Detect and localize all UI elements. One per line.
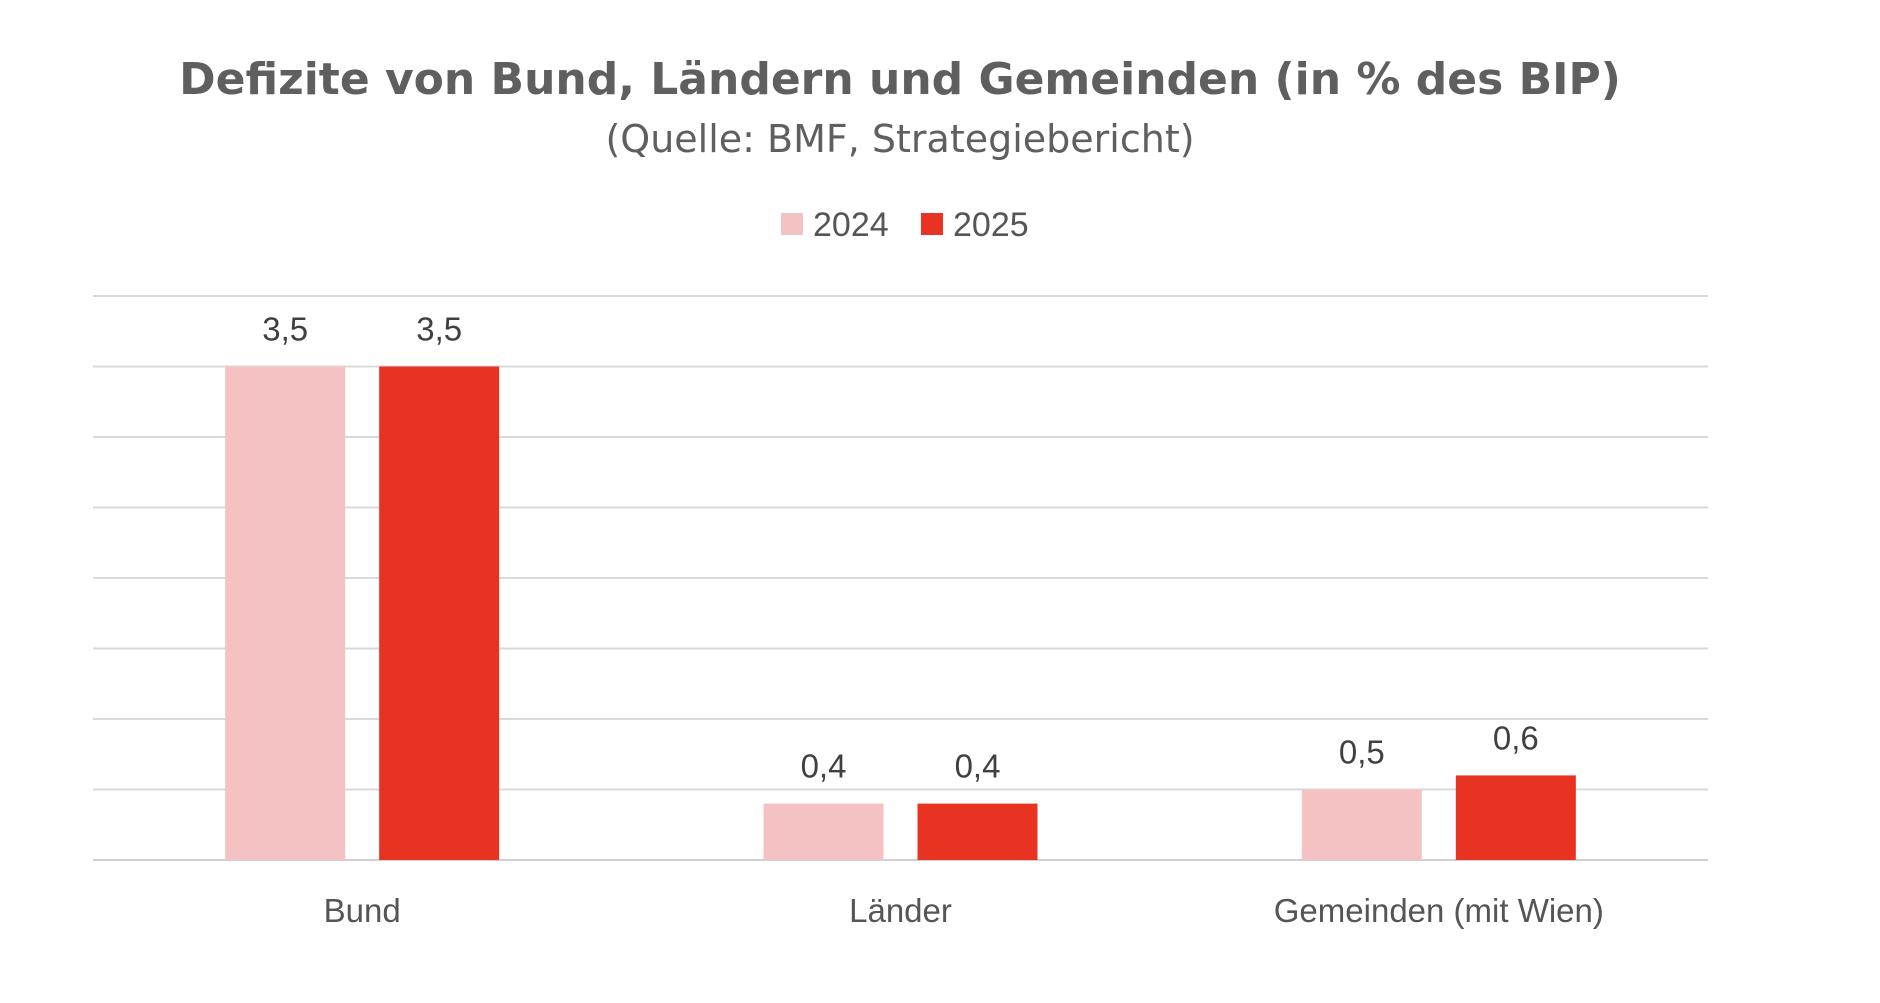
chart-title: Defizite von Bund, Ländern und Gemeinden… xyxy=(179,54,1621,105)
data-label-2024-1: 3,5 xyxy=(262,311,308,348)
data-labels: 3,5 3,5 0,4 0,4 0,5 0,6 xyxy=(262,311,1539,785)
legend-label-2025: 2025 xyxy=(953,206,1029,244)
chart-subtitle: (Quelle: BMF, Strategiebericht) xyxy=(605,117,1194,161)
category-label-3: Gemeinden (mit Wien) xyxy=(1274,892,1604,929)
legend-swatch-2025 xyxy=(921,213,943,235)
category-labels: Bund Länder Gemeinden (mit Wien) xyxy=(324,892,1604,929)
category-label-2: Länder xyxy=(849,892,952,929)
category-label-1: Bund xyxy=(324,892,401,929)
legend-label-2024: 2024 xyxy=(813,206,889,244)
legend: 2024 2025 xyxy=(781,206,1029,244)
bar-2024-3 xyxy=(1301,789,1422,860)
bar-2024-1 xyxy=(225,366,346,860)
gridlines xyxy=(93,295,1708,861)
bar-2025-1 xyxy=(379,366,500,860)
data-label-2024-3: 0,5 xyxy=(1339,734,1385,771)
data-label-2025-3: 0,6 xyxy=(1493,719,1539,756)
bar-2025-2 xyxy=(917,803,1038,860)
data-label-2025-1: 3,5 xyxy=(416,311,462,348)
data-label-2024-2: 0,4 xyxy=(801,748,847,785)
data-label-2025-2: 0,4 xyxy=(955,748,1001,785)
bar-2024-2 xyxy=(763,803,884,860)
legend-swatch-2024 xyxy=(781,213,803,235)
bar-2025-3 xyxy=(1455,775,1576,860)
bars xyxy=(225,366,1576,860)
